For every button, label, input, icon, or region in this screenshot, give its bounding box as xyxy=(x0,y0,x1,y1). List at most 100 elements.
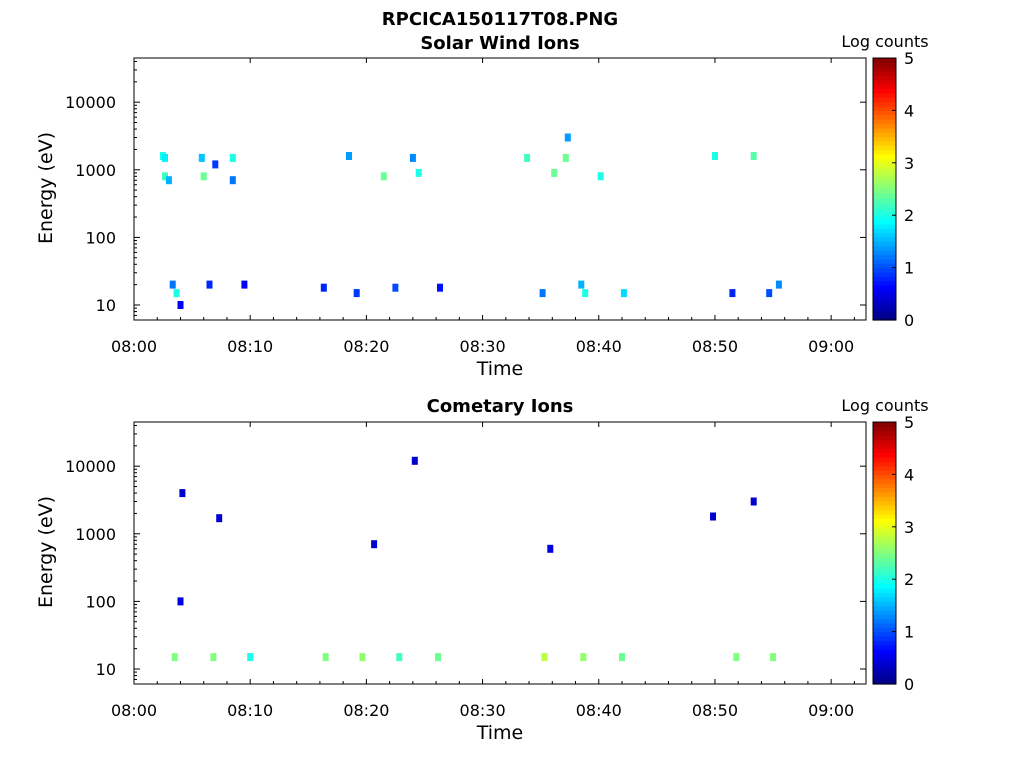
colorbar-segment xyxy=(873,140,896,146)
colorbar-segment xyxy=(873,557,896,563)
colorbar-segment xyxy=(873,631,896,637)
colorbar-segment xyxy=(873,149,896,155)
colorbar-segment xyxy=(873,670,896,676)
heatmap-cell xyxy=(578,280,585,289)
heatmap-cell xyxy=(322,653,329,662)
colorbar-segment xyxy=(873,544,896,550)
plot-frame xyxy=(133,57,867,321)
colorbar-segment xyxy=(873,245,896,251)
colorbar-segment xyxy=(873,474,896,480)
colorbar-segment xyxy=(873,635,896,641)
heatmap-cell xyxy=(206,280,213,289)
colorbar-segment xyxy=(873,237,896,242)
colorbar-segment xyxy=(873,583,896,589)
colorbar-segment xyxy=(873,653,896,659)
colorbar-frame xyxy=(872,421,897,685)
heatmap-cell xyxy=(541,653,548,662)
x-tick-label: 08:00 xyxy=(111,337,157,356)
heatmap-cell xyxy=(539,289,546,298)
colorbar-tick-label: 0 xyxy=(904,311,914,330)
heatmap-cell xyxy=(411,456,418,465)
colorbar-segment xyxy=(873,491,896,497)
colorbar-segment xyxy=(873,601,896,606)
colorbar-segment xyxy=(873,254,896,260)
colorbar-segment xyxy=(873,483,896,489)
heatmap-cell xyxy=(770,653,776,662)
heatmap-cell xyxy=(524,153,531,162)
colorbar-segment xyxy=(873,448,896,454)
colorbar-segment xyxy=(873,592,896,598)
colorbar-segment xyxy=(873,439,896,445)
colorbar-segment xyxy=(873,422,896,427)
heatmap-cell xyxy=(162,153,168,162)
colorbar-segment xyxy=(873,640,896,646)
colorbar-segment xyxy=(873,193,896,199)
colorbar-segment xyxy=(873,289,896,295)
colorbar-segment xyxy=(873,75,896,81)
colorbar-segment xyxy=(873,596,896,602)
colorbar-segment xyxy=(873,609,896,615)
y-tick-label: 10000 xyxy=(65,93,116,112)
colorbar-segment xyxy=(873,171,896,177)
colorbar-segment xyxy=(873,553,896,558)
colorbar-segment xyxy=(873,487,896,493)
x-tick-label: 08:50 xyxy=(692,701,738,720)
heatmap-cell xyxy=(320,283,327,292)
colorbar-segment xyxy=(873,223,896,229)
colorbar-segment xyxy=(873,513,896,519)
heatmap-cell xyxy=(564,133,571,142)
heatmap-cell xyxy=(229,153,236,162)
colorbar-segment xyxy=(873,136,896,142)
heatmap-cell xyxy=(396,653,403,662)
y-tick-label: 100 xyxy=(85,228,116,247)
colorbar-segment xyxy=(873,679,896,685)
heatmap-cell xyxy=(547,544,554,553)
colorbar-segment xyxy=(873,228,896,234)
colorbar-segment xyxy=(873,58,896,63)
colorbar-segment xyxy=(873,285,896,291)
colorbar-segment xyxy=(873,618,896,624)
colorbar-segment xyxy=(873,180,896,186)
heatmap-cell xyxy=(229,176,236,185)
colorbar-segment xyxy=(873,154,896,160)
heatmap-cell xyxy=(580,653,587,662)
heatmap-cell xyxy=(775,280,782,289)
heatmap-cell xyxy=(729,289,736,298)
heatmap-cell xyxy=(241,280,248,289)
heatmap-cell xyxy=(551,168,558,177)
colorbar-segment xyxy=(873,605,896,611)
colorbar-segment xyxy=(873,258,896,264)
colorbar-tick-label: 3 xyxy=(904,154,914,173)
colorbar-tick-label: 5 xyxy=(904,49,914,68)
colorbar-segment xyxy=(873,241,896,247)
colorbar-segment xyxy=(873,622,896,628)
colorbar-segment xyxy=(873,465,896,471)
heatmap-cell xyxy=(766,289,773,298)
heatmap-cells xyxy=(160,133,782,309)
colorbar-segment xyxy=(873,478,896,484)
y-tick-label: 10 xyxy=(96,296,116,315)
colorbar-segment xyxy=(873,92,896,98)
heatmap-cell xyxy=(582,289,589,298)
x-tick-label: 08:10 xyxy=(227,337,273,356)
colorbar-tick-label: 4 xyxy=(904,101,914,120)
cometary-panel: Cometary Ions Log counts Time Energy (eV… xyxy=(35,396,929,744)
colorbar-label: Log counts xyxy=(841,396,928,415)
heatmap-cell xyxy=(346,152,352,160)
heatmap-cell xyxy=(173,289,180,298)
colorbar-frame xyxy=(872,57,897,321)
colorbar-segment xyxy=(873,522,896,528)
colorbar-segment xyxy=(873,232,896,238)
colorbar-segment xyxy=(873,106,896,111)
colorbar-segment xyxy=(873,548,896,554)
heatmap-cell xyxy=(171,653,178,662)
colorbar-segment xyxy=(873,657,896,663)
colorbar-segment xyxy=(873,276,896,282)
heatmap-cell xyxy=(216,514,223,523)
colorbar-segment xyxy=(873,127,896,133)
heatmap-cell xyxy=(247,653,254,662)
y-axis-label: Energy (eV) xyxy=(35,496,57,608)
colorbar-segment xyxy=(873,579,896,585)
x-axis-label: Time xyxy=(476,722,524,744)
